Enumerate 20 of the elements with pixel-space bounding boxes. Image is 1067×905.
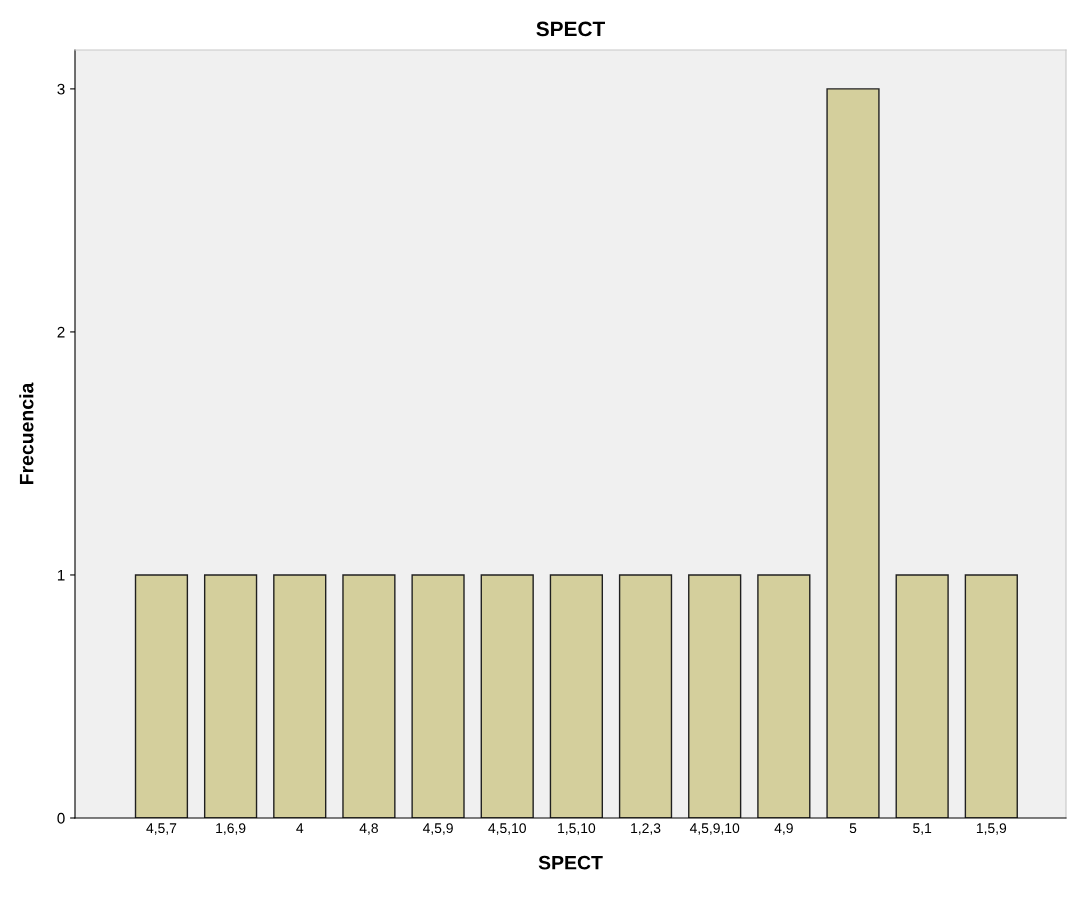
x-tick-label: 1,5,9 xyxy=(976,823,1007,835)
x-tick-label: 4,8 xyxy=(359,823,378,835)
y-tick-label: 3 xyxy=(57,83,65,95)
x-tick-label: 5,1 xyxy=(913,823,932,835)
y-axis-title: Frecuencia xyxy=(19,382,34,485)
y-tick-label: 2 xyxy=(57,326,65,338)
x-axis-title: SPECT xyxy=(538,855,603,870)
x-tick-label: 1,6,9 xyxy=(216,823,246,835)
x-tick-label: 4 xyxy=(296,823,304,833)
y-tick-label: 0 xyxy=(57,812,65,824)
x-tick-label: 4,5,7 xyxy=(146,823,177,835)
chart-title: SPECT xyxy=(536,21,606,37)
x-tick-label: 4,5,10 xyxy=(488,823,526,835)
x-tick-label: 5 xyxy=(849,823,857,834)
y-tick-label: 1 xyxy=(57,569,65,581)
x-tick-label: 4,5,9 xyxy=(422,823,453,835)
x-tick-label: 1,5,10 xyxy=(558,823,596,835)
x-tick-label: 4,5,9,10 xyxy=(689,823,740,835)
x-tick-label: 4,9 xyxy=(774,823,793,835)
x-tick-label: 1,2,3 xyxy=(631,823,661,835)
